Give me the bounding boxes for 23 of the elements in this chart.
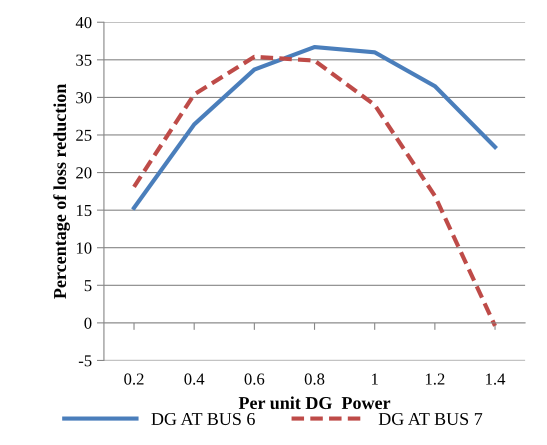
y-tick-label: 5 <box>84 280 92 292</box>
y-tick-label: 10 <box>76 242 92 254</box>
x-tick-label: 1.2 <box>426 373 444 385</box>
x-tick-label: 0.8 <box>304 373 324 385</box>
x-tick-label: 0.6 <box>244 373 264 385</box>
legend-label: DG AT BUS 7 <box>378 412 482 426</box>
y-tick-label: 25 <box>76 130 92 141</box>
x-tick-label: 0.4 <box>184 373 204 385</box>
x-tick-label: 0.2 <box>124 373 144 385</box>
y-tick-label: -5 <box>78 355 92 366</box>
y-tick-label: 30 <box>76 92 92 104</box>
line-series <box>132 44 498 210</box>
y-tick-label: 0 <box>84 318 92 329</box>
y-tick-label: 35 <box>76 54 92 66</box>
y-tick-label: 40 <box>76 16 92 28</box>
x-tick-label: 1.4 <box>486 374 506 385</box>
x-tick-label: 1 <box>372 374 378 385</box>
y-tick-label: 15 <box>76 204 92 216</box>
legend-label: DG AT BUS 6 <box>151 412 255 426</box>
y-tick-label: 20 <box>76 167 92 179</box>
line-series <box>132 54 498 328</box>
y-axis-title: Percentage of loss reduction <box>53 84 70 299</box>
x-axis-title: Per unit DG Power <box>238 396 390 410</box>
